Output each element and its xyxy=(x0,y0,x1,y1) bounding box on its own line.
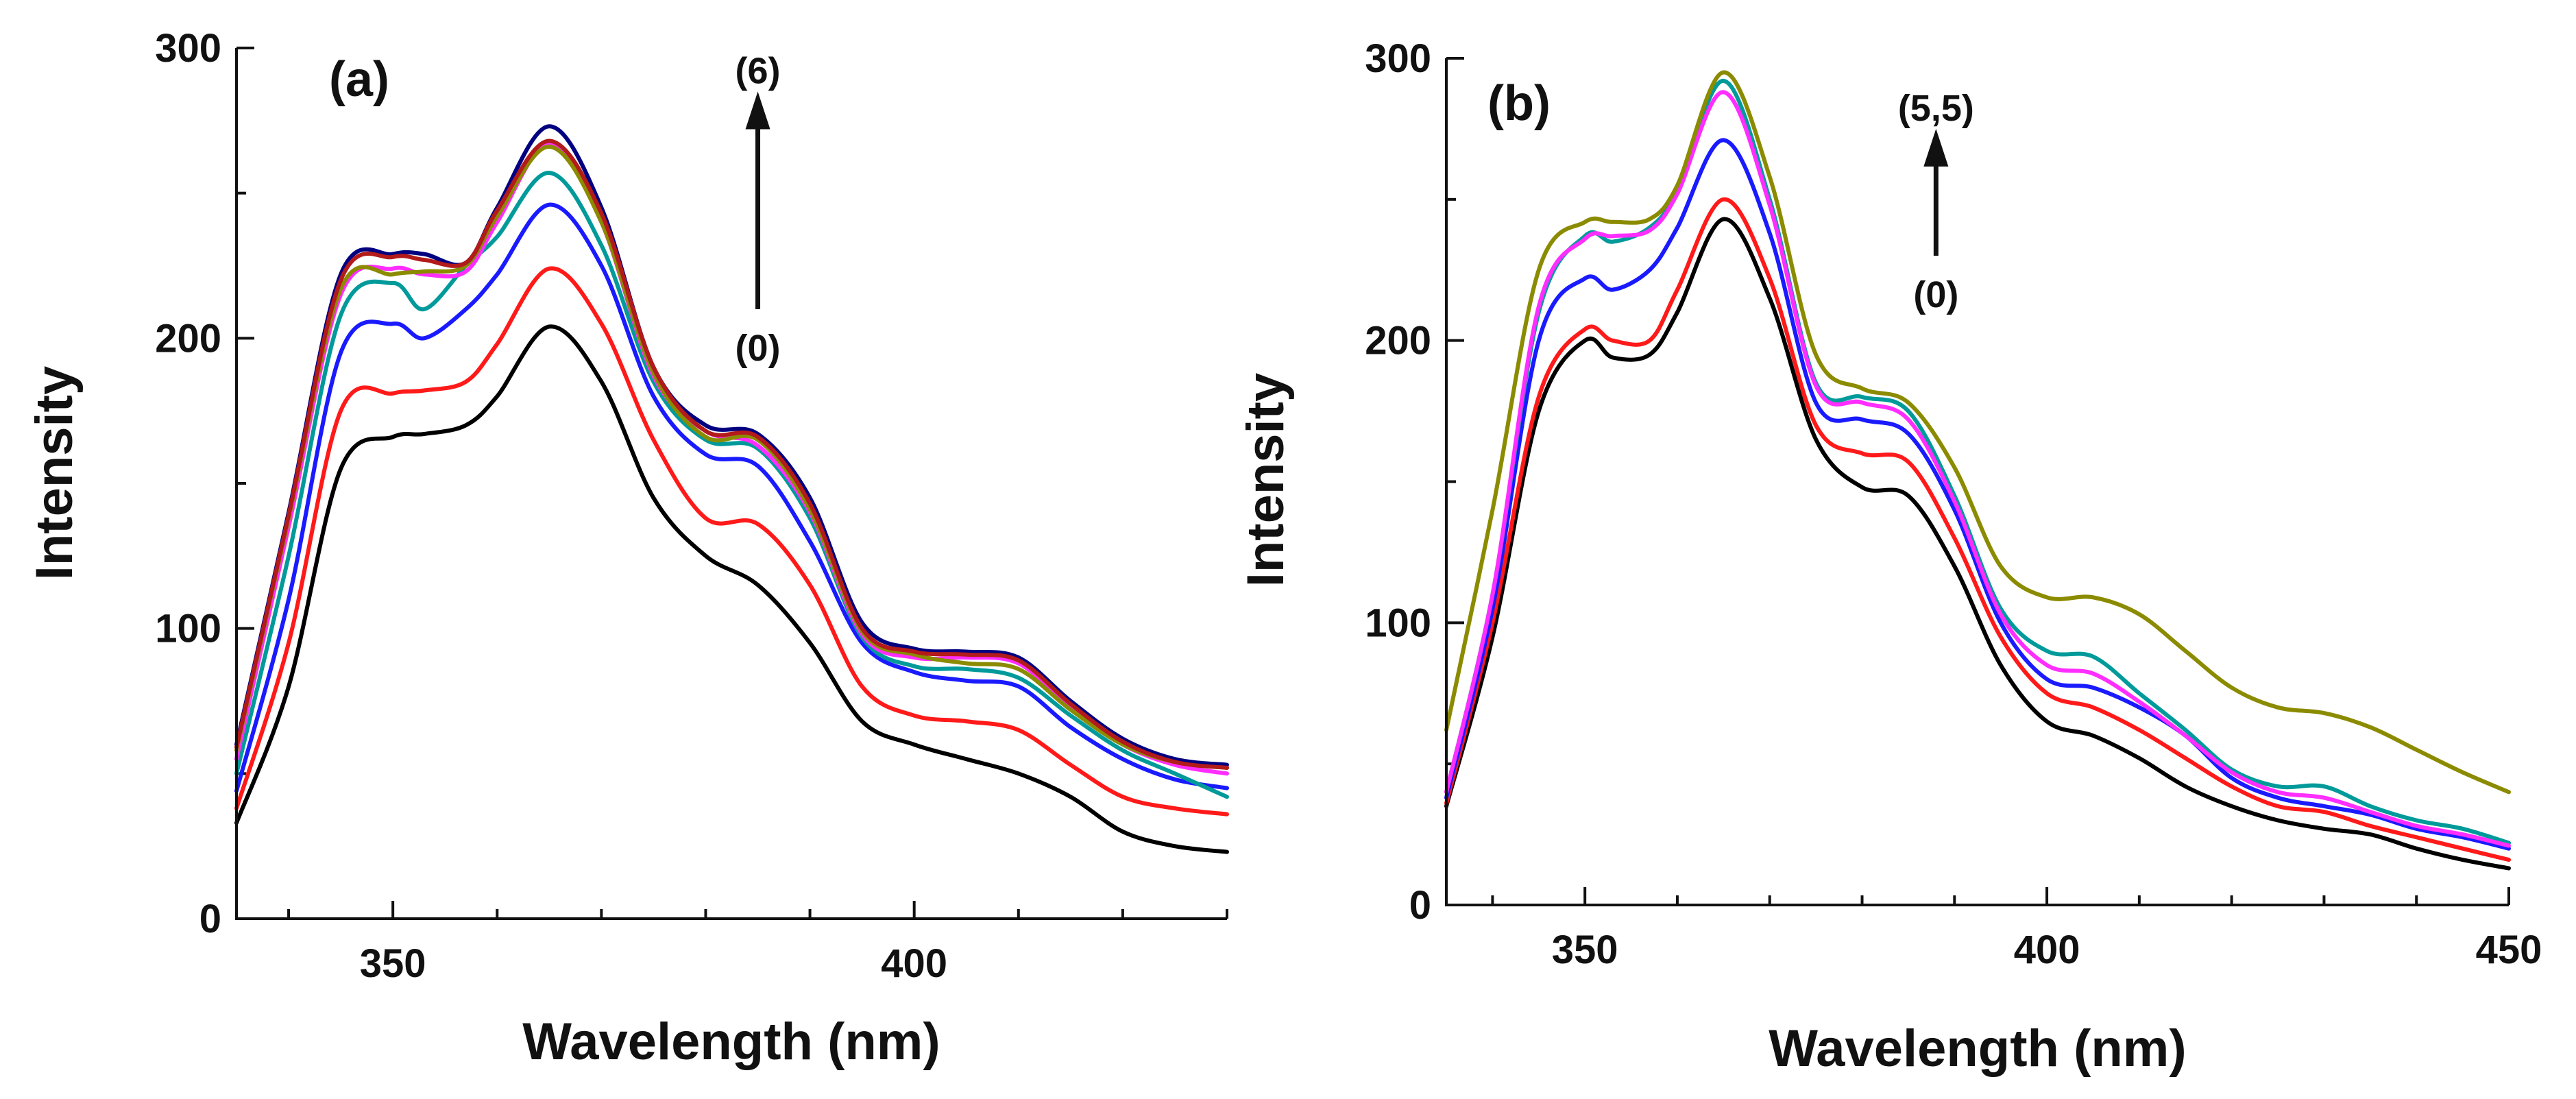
panel-b-arrow-head xyxy=(1923,128,1949,167)
panel-a-arrow-bottom-label: (0) xyxy=(736,328,781,369)
panel-a-label: (a) xyxy=(329,52,389,107)
panel-b-x-tick-label: 400 xyxy=(2014,928,2080,972)
panel-b-arrow-annotation: (5,5) (0) xyxy=(1898,88,1974,315)
panel-a-series-line-1 xyxy=(234,266,1229,817)
panel-a-y-tick-label: 300 xyxy=(155,26,221,71)
panel-b-series-line-5 xyxy=(1444,70,2511,795)
panel-a-y-axis-label: Intensity xyxy=(25,366,84,581)
panel-b-x-tick-label: 350 xyxy=(1552,928,1618,972)
panel-b-y-tick-label: 0 xyxy=(1409,883,1431,928)
panel-b-series-line-1 xyxy=(1444,197,2511,862)
panel-b-arrow-bottom-label: (0) xyxy=(1913,274,1958,315)
panel-a-y-tick-label: 200 xyxy=(155,316,221,361)
panel-a-x-axis-label: Wavelength (nm) xyxy=(522,1013,940,1071)
panel-a-series-line-7 xyxy=(234,138,1229,770)
panel-b-series-line-3 xyxy=(1444,78,2511,845)
panel-a-series-line-0 xyxy=(234,324,1229,854)
panel-b-series-line-4 xyxy=(1444,90,2511,848)
panel-a-arrow-head xyxy=(745,91,770,130)
panel-a-axes xyxy=(235,48,1227,920)
panel-b-series xyxy=(1444,70,2511,871)
panel-b-arrow-top-label: (5,5) xyxy=(1898,88,1974,129)
panel-a-tick-labels: 350 400 0 100 200 300 xyxy=(155,26,947,986)
panel-b-x-tick-label: 450 xyxy=(2476,928,2542,972)
panel-b-tick-labels: 350 400 450 0 100 200 300 xyxy=(1365,36,2542,972)
panel-b-ticks xyxy=(1446,57,2510,906)
panel-b-series-line-2 xyxy=(1444,138,2511,851)
panel-a-series-line-2 xyxy=(234,202,1229,793)
panel-a: 350 400 0 100 200 300 Wavelength (nm) Intensi… xyxy=(25,26,1229,1071)
panel-b-x-axis-label: Wavelength (nm) xyxy=(1769,1019,2186,1078)
panel-a-ticks xyxy=(236,47,1228,920)
panel-b-y-tick-label: 100 xyxy=(1365,601,1431,645)
panel-b-y-axis-label: Intensity xyxy=(1237,373,1295,588)
panel-a-arrow-top-label: (6) xyxy=(736,51,781,92)
panel-b-axes xyxy=(1445,58,2509,906)
panel-a-series-line-5 xyxy=(234,144,1229,770)
panel-a-series xyxy=(234,124,1229,854)
panel-a-series-line-3 xyxy=(234,171,1229,799)
panel-a-y-tick-label: 0 xyxy=(199,897,221,941)
panel-a-x-tick-label: 350 xyxy=(360,941,426,986)
panel-a-x-tick-label: 400 xyxy=(881,941,947,986)
panel-b-series-line-0 xyxy=(1444,217,2511,871)
panel-b-label: (b) xyxy=(1487,76,1551,131)
panel-a-series-line-6 xyxy=(234,124,1229,767)
panel-b: 350 400 450 0 100 200 300 Wavelength (nm) Inte… xyxy=(1237,36,2542,1078)
panel-b-y-tick-label: 300 xyxy=(1365,36,1431,81)
panel-a-y-tick-label: 100 xyxy=(155,607,221,651)
panel-b-y-tick-label: 200 xyxy=(1365,319,1431,363)
panel-a-arrow-annotation: (6) (0) xyxy=(736,51,781,370)
